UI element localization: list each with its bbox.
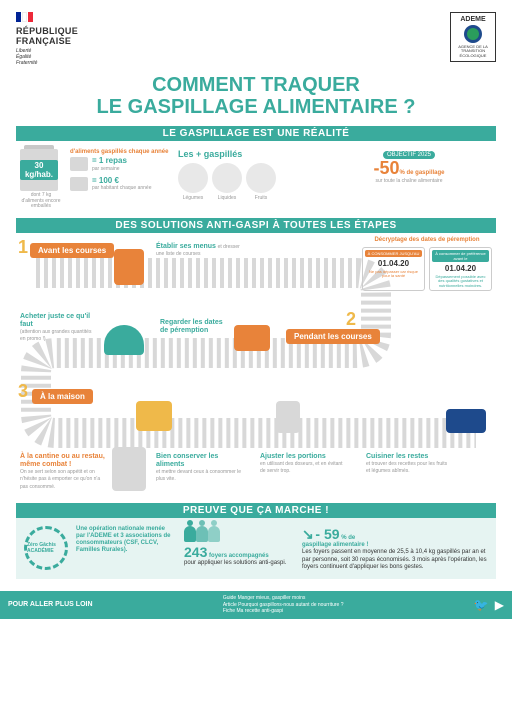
proof-col-2: 243 foyers accompagnés pour appliquer le… <box>184 526 294 568</box>
liquids-icon <box>212 163 242 193</box>
tip-1-title: Établir ses menus <box>156 243 216 250</box>
price-tag-icon <box>234 325 270 351</box>
ademe-title: ADEME <box>454 16 492 23</box>
globe-icon <box>464 25 482 43</box>
circ-label: Légumes <box>178 195 208 201</box>
step-number-3: 3 <box>18 381 28 402</box>
trash-subtitle: dont 7 kg d'aliments encore emballés <box>20 193 62 210</box>
date2-sub: Dépassement possible avec des qualités g… <box>432 275 489 288</box>
dates-info: Décryptage des dates de péremption À CON… <box>362 237 492 292</box>
rf-title: RÉPUBLIQUE FRANÇAISE <box>16 26 78 46</box>
most-wasted-column: Les + gaspillés Légumes Liquides Fruits <box>178 149 318 201</box>
vegetables-icon <box>178 163 208 193</box>
section-reality: 30 kg/hab. dont 7 kg d'aliments encore e… <box>16 141 496 218</box>
person-icon <box>196 526 208 542</box>
fruits-icon <box>246 163 276 193</box>
tip-5-title: Bien conserver les aliments <box>156 453 218 468</box>
households-sub: pour appliquer les solutions anti-gaspi. <box>184 560 286 566</box>
youtube-icon: ▶ <box>495 598 504 612</box>
reduction-sub: Les foyers passent en moyenne de 25,5 à … <box>302 549 487 569</box>
euro-icon <box>70 177 88 191</box>
meal-icon <box>70 157 88 171</box>
households-label: foyers accompagnés <box>209 553 269 559</box>
step-1-badge: Avant les courses <box>30 243 114 258</box>
date2-header: À consommer de préférence avant le <box>432 250 489 262</box>
circ-label: Liquides <box>212 195 242 201</box>
circ-label: Fruits <box>246 195 276 201</box>
banner-1: LE GASPILLAGE EST UNE RÉALITÉ <box>16 126 496 141</box>
households-number: 243 <box>184 544 207 560</box>
trash-icon: 30 kg/hab. <box>20 149 58 191</box>
proof-col-3: ↘ - 59 % de gaspillage alimentaire ! Les… <box>302 526 488 572</box>
most-wasted-title: Les + gaspillés <box>178 149 318 159</box>
republique-francaise-logo: RÉPUBLIQUE FRANÇAISE Liberté Égalité Fra… <box>16 12 78 66</box>
tip-4-title: À la cantine ou au restau, même combat ! <box>20 453 105 468</box>
reduction-unit: % de <box>341 535 355 541</box>
tip-6-title: Ajuster les portions <box>260 453 326 460</box>
ademe-subtitle: AGENCE DE LA TRANSITION ÉCOLOGIQUE <box>454 45 492 58</box>
footer: POUR ALLER PLUS LOIN Guide Manger mieux,… <box>0 591 512 619</box>
trash-amount: 30 kg/hab. <box>20 160 58 180</box>
footer-title: POUR ALLER PLUS LOIN <box>8 601 93 608</box>
date1-sub: Ne pas dépasser car risque pour la santé <box>365 270 422 279</box>
header: RÉPUBLIQUE FRANÇAISE Liberté Égalité Fra… <box>16 12 496 66</box>
section-solutions: 1 Avant les courses Établir ses menus et… <box>16 233 496 503</box>
banner-2: DES SOLUTIONS ANTI-GASPI À TOUTES LES ÉT… <box>16 218 496 233</box>
objective-number: -50 <box>373 158 399 178</box>
eq-euro-sub: par habitant chaque année <box>92 185 152 191</box>
step-3-badge: À la maison <box>32 389 93 404</box>
tip-5-sub: et mettre devant ceux à consommer le plu… <box>156 469 241 482</box>
arrow-down-icon: ↘ <box>302 526 314 542</box>
objective-subtitle: sur toute la chaîne alimentaire <box>326 179 492 185</box>
person-icon <box>208 526 220 542</box>
zero-gachis-badge: Zéro Gâchis ACADÉMIE <box>24 526 68 570</box>
dates-title: Décryptage des dates de péremption <box>362 237 492 244</box>
eq-meal: = 1 repas <box>92 156 127 166</box>
tip-7-title: Cuisiner les restes <box>366 453 428 460</box>
person-icon <box>184 526 196 542</box>
trash-stat: 30 kg/hab. dont 7 kg d'aliments encore e… <box>20 149 62 210</box>
rf-motto: Liberté Égalité Fraternité <box>16 48 78 66</box>
reduction-label: gaspillage alimentaire ! <box>302 542 368 548</box>
main-title: COMMENT TRAQUER LE GASPILLAGE ALIMENTAIR… <box>16 74 496 118</box>
objective-unit: % de gaspillage <box>400 170 445 176</box>
tip-3-title: Regarder les dates de péremption <box>160 319 223 334</box>
section-proof: Zéro Gâchis ACADÉMIE Une opération natio… <box>16 518 496 580</box>
objective-column: OBJECTIF 2025 -50% de gaspillage sur tou… <box>326 149 492 185</box>
pan-icon <box>446 409 486 433</box>
step-number-2: 2 <box>346 309 356 330</box>
date2-val: 01.04.20 <box>432 264 489 273</box>
fridge-icon <box>112 447 146 491</box>
tip-2-sub: (attention aux grandes quantités en prom… <box>20 329 91 342</box>
twitter-icon: 🐦 <box>474 598 489 612</box>
reduction-number: - 59 <box>315 526 339 542</box>
eq-meal-sub: par semaine <box>92 166 127 172</box>
proof-col-1: Une opération nationale menée par l'ADEM… <box>76 526 176 555</box>
tip-6-sub: en utilisant des doseurs, et en évitant … <box>260 461 343 474</box>
french-flag-icon <box>16 12 78 22</box>
eq-euro: = 100 € <box>92 176 152 186</box>
notepad-icon <box>114 249 144 285</box>
cheese-icon <box>136 401 172 431</box>
step-2-badge: Pendant les courses <box>286 329 380 344</box>
date1-header: À CONSOMMER JUSQU'AU <box>365 250 422 257</box>
step-number-1: 1 <box>18 237 28 258</box>
tip-7-sub: et trouver des recettes pour les fruits … <box>366 461 447 474</box>
tip-4-sub: On se sert selon son appétit et on n'hés… <box>20 469 100 489</box>
waste-per-year: d'aliments gaspillés chaque année <box>70 149 170 156</box>
banner-3: PREUVE QUE ÇA MARCHE ! <box>16 503 496 518</box>
footer-links: Guide Manger mieux, gaspiller moins Arti… <box>223 595 344 615</box>
equivalence-column: d'aliments gaspillés chaque année = 1 re… <box>70 149 170 195</box>
tip-2-title: Acheter juste ce qu'il faut <box>20 313 90 328</box>
ademe-logo: ADEME AGENCE DE LA TRANSITION ÉCOLOGIQUE <box>450 12 496 62</box>
date1-val: 01.04.20 <box>365 259 422 268</box>
measuring-cup-icon <box>276 401 300 433</box>
footer-social: 🐦 ▶ <box>474 598 504 612</box>
